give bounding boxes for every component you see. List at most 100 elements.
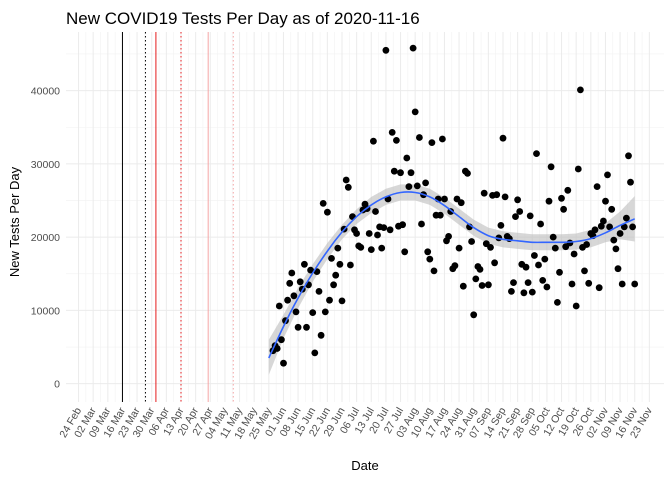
y-tick-label: 0 xyxy=(54,379,60,391)
data-point xyxy=(457,199,465,207)
y-tick-label: 30000 xyxy=(31,159,60,171)
data-point xyxy=(290,292,298,300)
data-point xyxy=(564,186,572,194)
data-point xyxy=(382,46,390,54)
data-point xyxy=(627,178,634,186)
data-point xyxy=(411,108,419,116)
data-point xyxy=(436,211,444,219)
data-point xyxy=(397,169,404,177)
data-point xyxy=(328,255,335,262)
data-point xyxy=(292,308,300,316)
data-point xyxy=(357,244,365,251)
data-point xyxy=(595,284,603,292)
data-point xyxy=(464,170,471,177)
data-point xyxy=(418,220,425,228)
data-point xyxy=(631,280,639,288)
data-point xyxy=(278,336,285,344)
data-point xyxy=(413,182,421,190)
data-point xyxy=(455,244,463,252)
data-point xyxy=(537,220,544,228)
data-point xyxy=(309,309,317,316)
data-point xyxy=(581,267,588,275)
data-point xyxy=(334,244,342,252)
data-point xyxy=(445,233,452,240)
data-point xyxy=(451,262,459,270)
data-point xyxy=(303,323,310,331)
data-point xyxy=(388,129,396,136)
data-point xyxy=(286,279,294,287)
data-point xyxy=(405,183,413,191)
data-point xyxy=(428,139,436,147)
data-point xyxy=(399,221,406,229)
data-point xyxy=(593,183,601,191)
data-point xyxy=(424,248,432,256)
data-point xyxy=(307,266,314,274)
data-point xyxy=(591,226,599,234)
data-point xyxy=(480,189,488,197)
chart-title: New COVID19 Tests Per Day as of 2020-11-… xyxy=(66,9,420,28)
data-point xyxy=(531,252,538,259)
data-point xyxy=(545,197,553,205)
y-tick-label: 20000 xyxy=(31,232,60,244)
data-point xyxy=(487,244,494,251)
data-point xyxy=(560,205,567,213)
data-point xyxy=(516,208,524,215)
data-point xyxy=(625,152,632,160)
data-point xyxy=(459,282,467,290)
data-point xyxy=(612,245,620,253)
data-point xyxy=(539,277,547,284)
data-point xyxy=(501,193,509,201)
data-point xyxy=(416,134,423,141)
data-point xyxy=(330,281,337,289)
data-point xyxy=(485,281,492,289)
data-point xyxy=(614,265,622,273)
data-point xyxy=(583,241,590,248)
data-point xyxy=(572,302,580,310)
data-point xyxy=(618,280,626,288)
data-point xyxy=(577,86,584,94)
y-tick-label: 10000 xyxy=(31,305,60,317)
data-point xyxy=(497,222,505,229)
policy-lines xyxy=(121,32,234,402)
data-point xyxy=(604,171,611,179)
data-point xyxy=(403,154,411,162)
data-point xyxy=(600,217,607,225)
data-point xyxy=(273,345,281,352)
data-point xyxy=(321,308,329,316)
y-tick-label: 40000 xyxy=(31,86,60,98)
data-point xyxy=(324,208,331,216)
data-point xyxy=(407,169,415,177)
data-point xyxy=(317,331,325,339)
data-point xyxy=(543,283,551,291)
data-point xyxy=(616,230,624,237)
data-point xyxy=(311,349,319,357)
data-point xyxy=(491,259,498,267)
data-point xyxy=(493,191,501,199)
data-point xyxy=(535,261,542,269)
x-axis-title: Date xyxy=(351,458,378,473)
data-point xyxy=(597,222,605,230)
data-point xyxy=(602,197,609,205)
data-point xyxy=(551,244,559,252)
data-point xyxy=(478,282,486,289)
data-point xyxy=(558,194,565,202)
data-point xyxy=(476,266,484,273)
data-point xyxy=(296,278,304,286)
data-point xyxy=(284,296,291,304)
data-point xyxy=(528,288,536,296)
data-point xyxy=(533,150,540,158)
data-point xyxy=(608,205,616,213)
data-point xyxy=(422,179,429,187)
data-point xyxy=(390,167,398,175)
data-point xyxy=(288,269,296,277)
data-point xyxy=(301,260,308,268)
data-point xyxy=(610,236,618,244)
data-point xyxy=(280,359,287,367)
data-point xyxy=(606,223,613,231)
data-point xyxy=(629,223,636,231)
data-point xyxy=(338,297,346,305)
data-point xyxy=(508,288,515,295)
data-point xyxy=(342,176,350,184)
data-point xyxy=(386,226,394,234)
data-point xyxy=(426,255,434,263)
